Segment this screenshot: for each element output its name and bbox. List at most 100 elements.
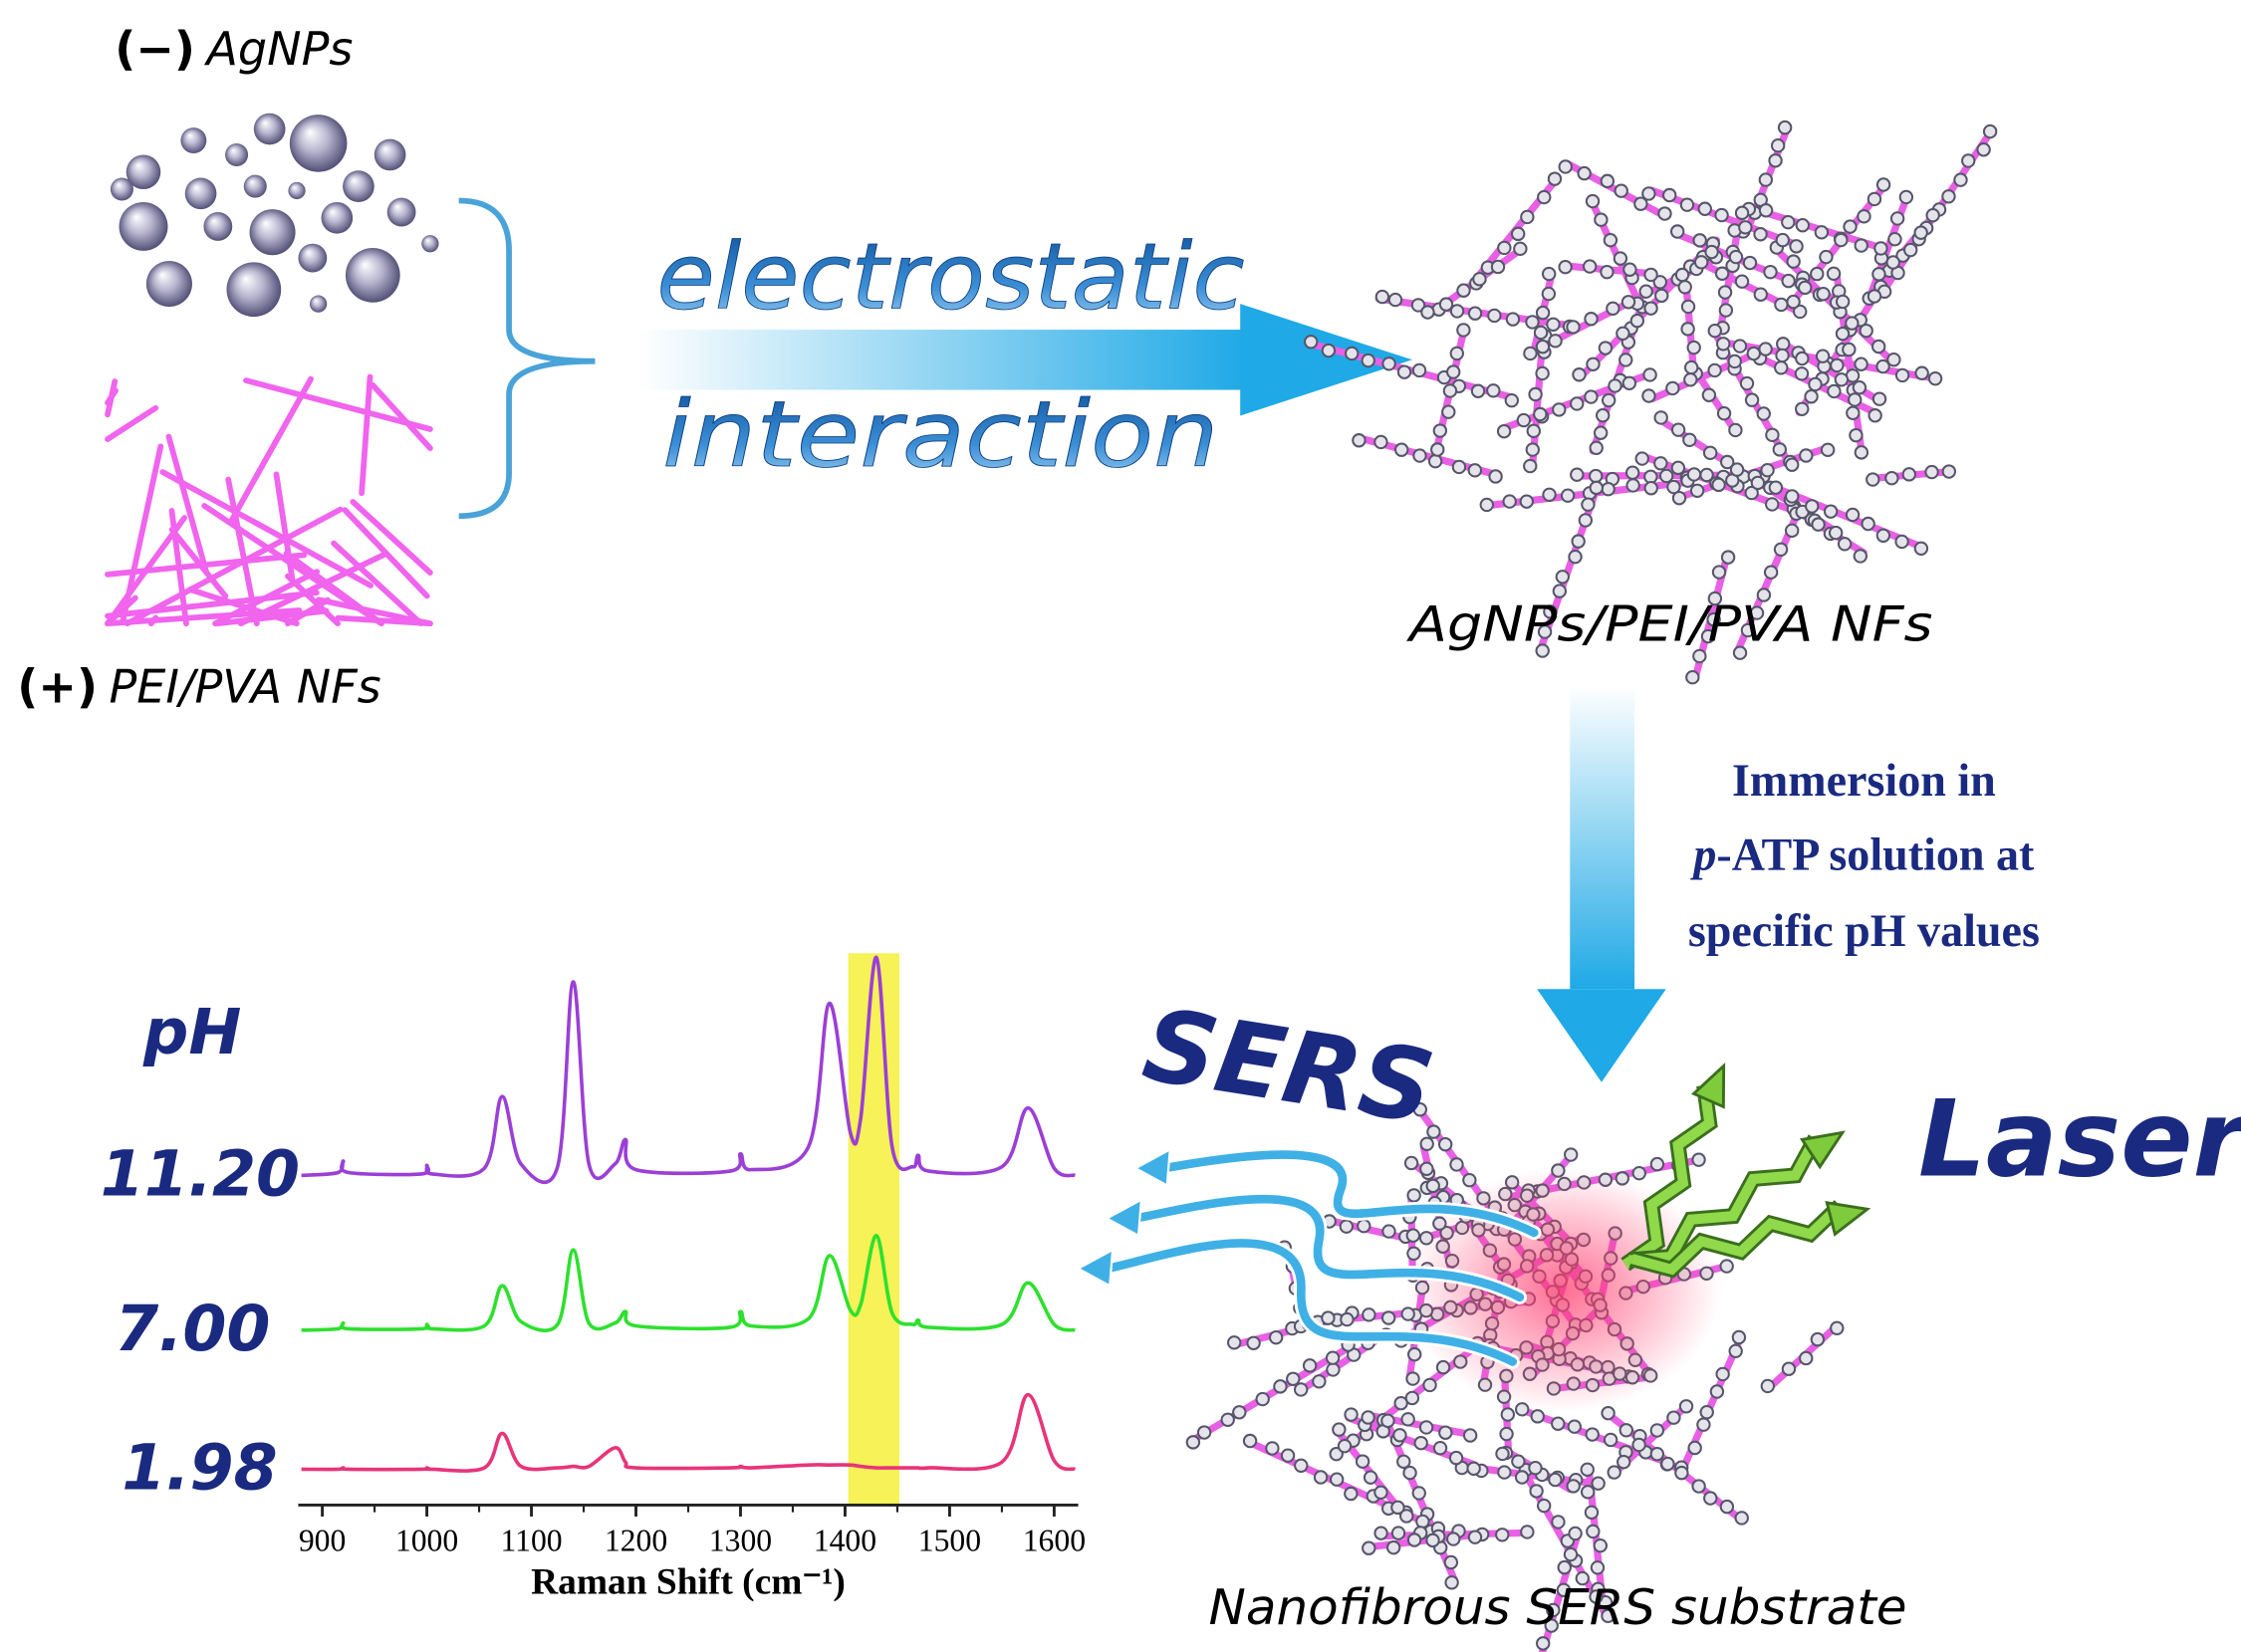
nanoparticle [1683, 372, 1698, 387]
nanoparticle [1495, 1446, 1510, 1462]
nanoparticle [1731, 1329, 1747, 1345]
fiber [331, 540, 424, 627]
nanoparticle [1607, 1465, 1621, 1480]
nanoparticle [1682, 432, 1697, 448]
nanoparticle [1772, 442, 1787, 457]
text-part: -ATP solution at [1716, 829, 2035, 880]
nanoparticle [1670, 422, 1686, 437]
nanoparticle [1551, 1416, 1566, 1431]
arrow-shaft [637, 330, 1248, 390]
nanoparticle [1924, 464, 1939, 480]
nanoparticle [1412, 1102, 1428, 1117]
nanoparticle [1649, 1446, 1665, 1462]
nanoparticle [1392, 1428, 1407, 1443]
nanoparticle [1546, 1602, 1561, 1618]
nanoparticle [1889, 211, 1905, 226]
nanoparticle [1427, 453, 1443, 469]
nanoparticle [1528, 1460, 1543, 1476]
nanoparticle [1537, 189, 1552, 205]
nanoparticle [1220, 1412, 1235, 1428]
nanoparticle [110, 177, 133, 201]
nanoparticle [1793, 304, 1808, 320]
nanoparticle [1585, 1427, 1600, 1442]
nanoparticle [1638, 284, 1653, 299]
nanoparticle [1618, 1423, 1633, 1438]
nanoparticle [1551, 1515, 1566, 1530]
nanoparticle [1381, 356, 1396, 371]
nanoparticle [1620, 295, 1636, 310]
nanoparticle [1763, 565, 1779, 580]
nanoparticle [1432, 1440, 1448, 1456]
nanoparticle [1541, 286, 1557, 302]
nanoparticle [1451, 459, 1467, 475]
nanoparticle [1411, 1486, 1426, 1501]
nanoparticle [1686, 340, 1701, 355]
nanoparticle [1442, 383, 1458, 398]
nanoparticle [1530, 1409, 1545, 1424]
nanoparticle [1302, 1358, 1318, 1373]
nanoparticle [1568, 549, 1583, 565]
nanoparticle [1448, 1450, 1464, 1466]
nanoparticle [1894, 534, 1909, 550]
nanoparticle [1345, 346, 1360, 361]
nanoparticle [1680, 322, 1695, 337]
nanoparticle [1814, 225, 1830, 240]
nanoparticle [1443, 1554, 1459, 1570]
nanoparticle [1671, 490, 1687, 506]
nanoparticle [1380, 1413, 1395, 1429]
product-label: AgNPs/PEI/PVA NFs [1406, 595, 1933, 652]
nanoparticle [1466, 1461, 1481, 1476]
nanoparticle [1716, 405, 1732, 421]
nanoparticle [1686, 467, 1702, 482]
nanoparticle [1734, 274, 1750, 289]
nanoparticle [1541, 266, 1557, 282]
nanoparticle [1643, 267, 1658, 283]
nanoparticle [1557, 1559, 1572, 1575]
down-arrow-head [1537, 989, 1666, 1082]
nanoparticle [1516, 412, 1532, 428]
nanoparticle [1875, 177, 1891, 192]
nanoparticle [1555, 570, 1571, 585]
nanoparticle [1763, 264, 1778, 280]
nanoparticle [1868, 408, 1882, 423]
nanoparticle [1614, 183, 1628, 198]
nanoparticle [1418, 1420, 1434, 1435]
fiber [359, 373, 374, 497]
nanoparticle [1340, 1311, 1355, 1327]
nanoparticle [1571, 534, 1586, 549]
nanoparticle [1586, 1524, 1601, 1539]
nanoparticle [1738, 220, 1753, 235]
nanoparticle [1941, 189, 1956, 204]
nanoparticle [1870, 339, 1886, 354]
nanoparticle [1652, 275, 1667, 290]
nanoparticle [1520, 209, 1535, 225]
nanoparticle [1486, 383, 1501, 398]
nanoparticle [1785, 489, 1800, 504]
nanoparticle [1756, 406, 1771, 421]
nanoparticle [225, 142, 249, 166]
nanoparticle [1544, 1618, 1559, 1633]
nanoparticle [1400, 1412, 1415, 1427]
nanoparticle [1467, 306, 1483, 321]
sers-arrows [1076, 1147, 1542, 1369]
nanoparticle [1689, 483, 1705, 499]
nanoparticle [1568, 1526, 1583, 1541]
laser-tip [1690, 1062, 1726, 1109]
nanoparticle [1660, 1456, 1675, 1472]
laser-tip [1825, 1201, 1871, 1237]
nanoparticle [1629, 313, 1645, 329]
raman-chart: 900 1000 1100 1200 1300 1400 1500 1600 Raman Shi… [101, 953, 1086, 1603]
nanoparticle [1834, 232, 1849, 248]
nanoparticle [1357, 1218, 1371, 1234]
nanoparticle [1773, 542, 1789, 557]
nanoparticle [1679, 197, 1695, 212]
x-axis-label: Raman Shift (cm⁻¹) [531, 1562, 846, 1603]
nanoparticle [1598, 341, 1614, 355]
nanoparticle [1456, 323, 1471, 338]
nanoparticle [1479, 497, 1494, 513]
arrow-head [1240, 304, 1412, 416]
nanoparticle [1470, 383, 1486, 398]
nanoparticle [1422, 1377, 1437, 1393]
nanoparticle [1913, 225, 1928, 240]
